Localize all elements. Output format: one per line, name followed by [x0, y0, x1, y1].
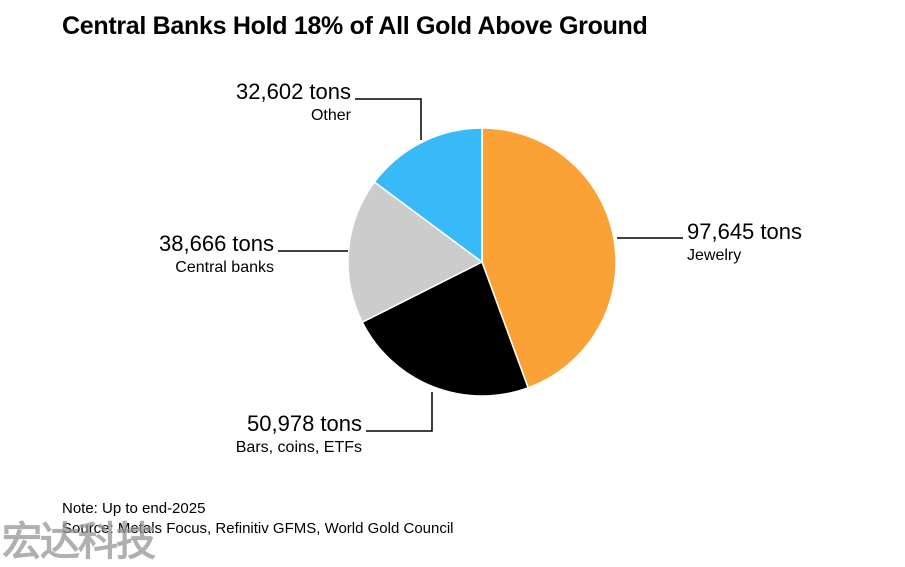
data-label-other: 32,602 tons — [236, 79, 351, 104]
pie-slice-other — [373, 127, 483, 264]
footnote: Note: Up to end-2025 — [62, 500, 206, 517]
watermark: 宏达科技 — [2, 519, 156, 565]
category-label-bars-coins-etfs: Bars, coins, ETFs — [236, 439, 362, 456]
source: Source: Metals Focus, Refinitiv GFMS, Wo… — [62, 520, 454, 537]
data-label-jewelry: 97,645 tons — [687, 219, 802, 244]
pie-slice-central-banks — [347, 181, 484, 324]
category-label-other: Other — [311, 107, 352, 124]
pie-chart: 97,645 tons Jewelry 50,978 tons Bars, coins… — [159, 79, 802, 456]
data-label-central-banks: 38,666 tons — [159, 231, 274, 256]
leader-line-other — [355, 98, 422, 140]
category-label-central-banks: Central banks — [175, 259, 274, 276]
pie-slice-bars-coins-etfs — [361, 260, 530, 397]
data-label-bars-coins-etfs: 50,978 tons — [247, 411, 362, 436]
category-label-jewelry: Jewelry — [687, 247, 741, 264]
leader-line-bars-coins-etfs — [366, 392, 433, 432]
pie-slice-jewelry — [481, 127, 617, 389]
chart-title: Central Banks Hold 18% of All Gold Above… — [62, 12, 648, 40]
